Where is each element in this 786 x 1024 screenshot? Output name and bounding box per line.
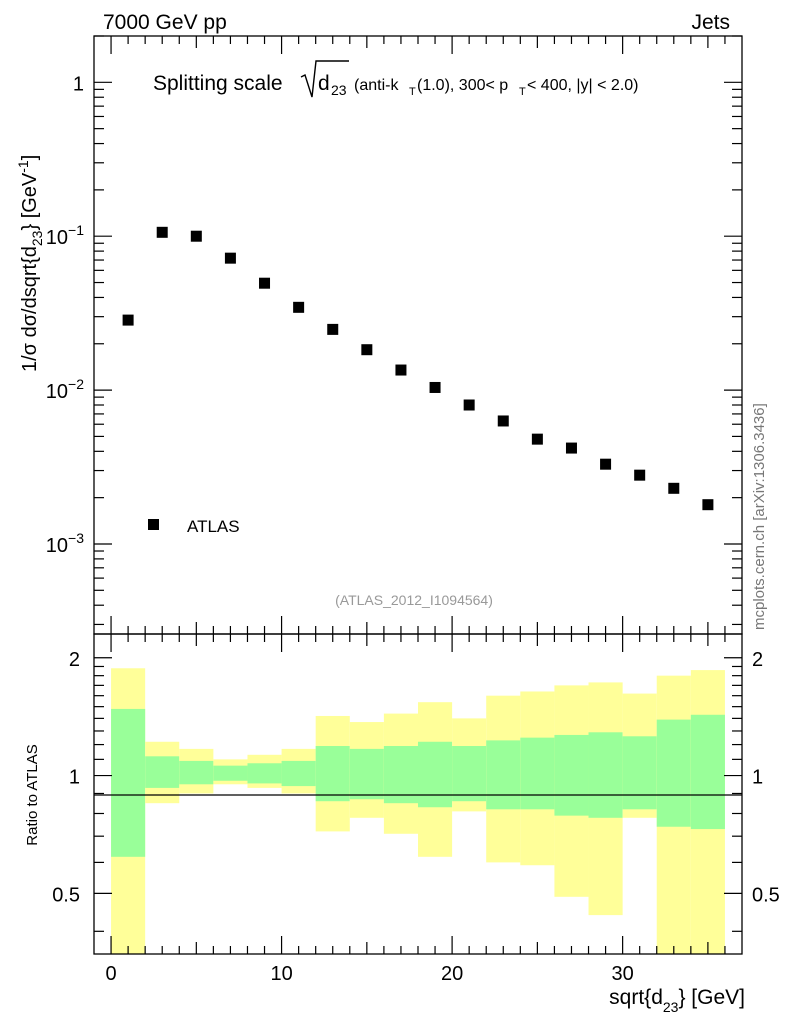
- y-tick-label: 10−2: [46, 376, 84, 403]
- main-ylabel-sub: 23: [29, 230, 45, 246]
- stat-uncertainty-band: [281, 760, 316, 787]
- mcplots-label: mcplots.cern.ch [arXiv:1306.3436]: [751, 403, 768, 630]
- x-tick-label: 20: [441, 963, 463, 985]
- stat-uncertainty-band: [315, 746, 350, 802]
- data-point: [497, 415, 509, 427]
- data-point: [634, 469, 646, 481]
- data-point: [531, 433, 543, 445]
- data-markers: [122, 226, 714, 511]
- ratio-y-tick-label: 2: [69, 649, 80, 671]
- energy-label: 7000 GeV pp: [103, 11, 227, 34]
- legend-marker: [148, 519, 159, 530]
- x-tick-label: 10: [270, 963, 292, 985]
- ratio-bands: [111, 668, 725, 954]
- category-label: Jets: [691, 11, 730, 34]
- title-sqrt-sub: 23: [331, 82, 347, 98]
- x-tick-label: 30: [612, 963, 634, 985]
- stat-uncertainty-band: [690, 714, 725, 830]
- stat-uncertainty-band: [145, 756, 180, 788]
- x-label-pre: sqrt{d: [609, 986, 663, 1009]
- y-tick-base: 10: [46, 227, 68, 249]
- stat-uncertainty-band: [486, 740, 521, 810]
- y-tick-label: 10−1: [46, 222, 84, 249]
- y-tick-base: 10: [46, 381, 68, 403]
- title-prefix: Splitting scale: [153, 72, 283, 95]
- plot-title: Splitting scale d 23 (anti-k T (1.0), 30…: [153, 60, 639, 98]
- ratio-ylabel: Ratio to ATLAS: [24, 744, 41, 845]
- data-point: [565, 442, 577, 454]
- main-ylabel-post: ]: [19, 155, 41, 161]
- data-point: [224, 252, 236, 264]
- legend-entry: ATLAS: [187, 517, 240, 536]
- main-ylabel: 1/σ dσ/dsqrt{d23} [GeV-1]: [15, 155, 45, 372]
- stat-uncertainty-band: [383, 746, 418, 804]
- data-point: [122, 314, 134, 326]
- data-point: [327, 323, 339, 335]
- data-point: [600, 458, 612, 470]
- stat-uncertainty-band: [554, 734, 589, 816]
- title-detail-b: (1.0), 300< p: [417, 77, 508, 94]
- data-point: [463, 399, 475, 411]
- data-point: [190, 230, 202, 242]
- stat-uncertainty-band: [520, 737, 555, 810]
- ratio-y-tick-label-right: 1: [752, 767, 763, 789]
- x-axis-label: sqrt{d23} [GeV]: [609, 986, 745, 1015]
- data-point: [702, 499, 714, 511]
- ratio-y-tick-label-right: 0.5: [752, 884, 780, 906]
- stat-uncertainty-band: [588, 732, 623, 818]
- data-point: [395, 364, 407, 376]
- title-detail-b-sub: T: [519, 86, 526, 98]
- stat-uncertainty-band: [418, 741, 453, 808]
- stat-uncertainty-band: [247, 763, 282, 784]
- y-tick-exp: −3: [68, 530, 84, 546]
- main-frame: [93, 35, 743, 635]
- title-detail-a: (anti-k: [354, 77, 399, 94]
- ratio-y-tick-label: 0.5: [52, 884, 80, 906]
- x-label-post: } [GeV]: [678, 986, 745, 1009]
- title-detail-a-sub: T: [409, 86, 416, 98]
- title-detail-c: < 400, |y| < 2.0): [527, 77, 639, 94]
- stat-uncertainty-band: [111, 708, 146, 857]
- data-point: [668, 482, 680, 494]
- main-ylabel-pre: 1/σ dσ/dsqrt{d: [19, 246, 41, 372]
- data-point: [361, 344, 373, 356]
- data-point: [429, 381, 441, 393]
- sqrt-sign: [300, 60, 349, 98]
- y-tick-label: 10−3: [46, 530, 84, 557]
- data-point: [259, 277, 271, 289]
- data-point: [293, 301, 305, 313]
- x-tick-label: 0: [105, 963, 116, 985]
- main-ylabel-mid: } [GeV: [19, 172, 41, 230]
- ratio-y-tick-label-right: 2: [752, 649, 763, 671]
- data-point: [156, 226, 168, 238]
- stat-uncertainty-band: [452, 746, 487, 802]
- stat-uncertainty-band: [213, 765, 248, 781]
- x-label-sub: 23: [663, 999, 679, 1015]
- y-tick-base: 10: [46, 535, 68, 557]
- ratio-y-tick-label: 1: [69, 767, 80, 789]
- main-ylabel-text: 1/σ dσ/dsqrt{d23} [GeV-1]: [15, 155, 45, 372]
- y-tick-exp: −2: [68, 376, 84, 392]
- stat-uncertainty-band: [656, 719, 691, 827]
- y-tick-label: 1: [73, 73, 84, 95]
- title-sqrt-symbol: d: [318, 72, 330, 95]
- analysis-label: (ATLAS_2012_I1094564): [335, 592, 493, 608]
- axis-ticks: [94, 35, 742, 954]
- stat-uncertainty-band: [179, 760, 214, 785]
- y-tick-exp: −1: [68, 222, 84, 238]
- main-ylabel-sup: -1: [15, 160, 31, 173]
- stat-uncertainty-band: [622, 736, 657, 810]
- legend: ATLAS: [148, 517, 240, 536]
- stat-uncertainty-band: [349, 748, 384, 800]
